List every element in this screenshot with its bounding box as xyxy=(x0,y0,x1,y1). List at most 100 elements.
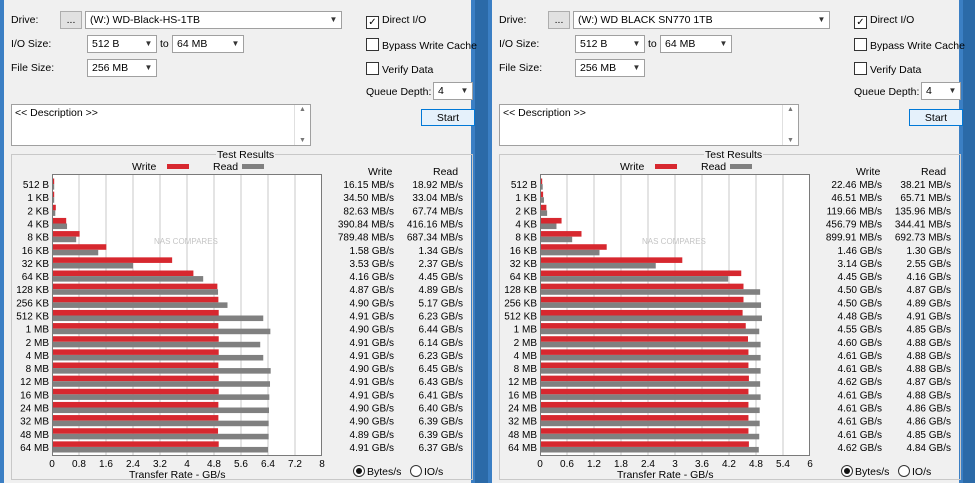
read-bar xyxy=(53,341,261,348)
y-category-label: 256 KB xyxy=(504,298,537,309)
queue-depth-select[interactable]: 4 ▼ xyxy=(433,82,473,100)
read-value-label: 687.34 MB/s xyxy=(407,233,463,244)
scroll-up-icon: ▲ xyxy=(787,106,794,113)
write-value-label: 4.89 GB/s xyxy=(350,430,394,441)
io-size-max-select[interactable]: 64 MB ▼ xyxy=(660,35,732,53)
io-size-min-select[interactable]: 512 B ▼ xyxy=(87,35,157,53)
scrollbar[interactable]: ▲ ▼ xyxy=(294,105,310,145)
y-category-label: 2 KB xyxy=(27,206,49,217)
check-icon: ✓ xyxy=(854,16,867,29)
description-text: << Description >> xyxy=(15,107,98,119)
drive-select[interactable]: (W:) WD-Black-HS-1TB ▼ xyxy=(85,11,342,29)
direct-io-checkbox[interactable]: ✓ Direct I/O xyxy=(366,14,426,29)
description-textarea[interactable]: << Description >> ▲ ▼ xyxy=(11,104,311,146)
y-category-label: 8 MB xyxy=(514,364,538,375)
browse-button[interactable]: ... xyxy=(548,11,570,29)
write-column-header: Write xyxy=(368,166,393,178)
read-value-label: 18.92 MB/s xyxy=(412,180,463,191)
to-label: to xyxy=(648,38,657,50)
write-value-label: 4.62 GB/s xyxy=(838,377,882,388)
drive-select[interactable]: (W:) WD BLACK SN770 1TB ▼ xyxy=(573,11,830,29)
read-bar xyxy=(53,446,268,453)
write-bar xyxy=(53,270,194,277)
read-value-label: 33.04 MB/s xyxy=(412,193,463,204)
write-value-label: 4.50 GB/s xyxy=(838,298,882,309)
file-size-label: File Size: xyxy=(499,62,543,74)
io-size-max-select[interactable]: 64 MB ▼ xyxy=(172,35,244,53)
file-size-value: 256 MB xyxy=(580,62,617,74)
bypass-write-cache-checkbox[interactable]: Bypass Write Cache xyxy=(854,38,965,53)
queue-depth-select[interactable]: 4 ▼ xyxy=(921,82,961,100)
read-bar xyxy=(541,341,761,348)
chevron-down-icon: ▼ xyxy=(817,15,826,24)
write-bar xyxy=(541,244,607,250)
y-category-label: 2 KB xyxy=(515,206,537,217)
x-axis-title: Transfer Rate - GB/s xyxy=(617,469,714,481)
start-button[interactable]: Start xyxy=(909,109,963,126)
read-bar xyxy=(53,315,264,322)
write-value-label: 4.90 GB/s xyxy=(350,417,394,428)
start-button[interactable]: Start xyxy=(421,109,475,126)
y-category-label: 64 KB xyxy=(510,272,538,283)
io-size-label: I/O Size: xyxy=(499,38,540,50)
legend-read-label: Read xyxy=(213,161,239,173)
y-category-label: 12 MB xyxy=(20,377,49,388)
write-value-label: 4.91 GB/s xyxy=(350,390,394,401)
write-bar xyxy=(541,191,544,198)
io-size-min-select[interactable]: 512 B ▼ xyxy=(575,35,645,53)
read-bar xyxy=(53,197,55,203)
description-textarea[interactable]: << Description >> ▲ ▼ xyxy=(499,104,799,146)
read-value-label: 4.88 GB/s xyxy=(907,390,951,401)
y-category-label: 24 MB xyxy=(20,404,49,415)
io-per-second-radio[interactable]: IO/s xyxy=(410,465,443,478)
benchmark-panel-left: Drive: ... (W:) WD-Black-HS-1TB ▼ I/O Si… xyxy=(0,0,477,483)
x-tick-label: 2.4 xyxy=(126,459,140,470)
write-value-label: 4.61 GB/s xyxy=(838,430,882,441)
read-value-label: 6.37 GB/s xyxy=(419,443,463,454)
read-bar xyxy=(53,328,271,335)
write-value-label: 4.50 GB/s xyxy=(838,285,882,296)
checkbox-icon xyxy=(854,62,867,75)
write-value-label: 4.90 GB/s xyxy=(350,404,394,415)
read-value-label: 4.86 GB/s xyxy=(907,404,951,415)
write-bar xyxy=(541,388,749,395)
bytes-per-second-radio[interactable]: Bytes/s xyxy=(353,465,401,478)
verify-data-checkbox[interactable]: Verify Data xyxy=(854,62,921,77)
read-bar xyxy=(53,302,228,308)
write-value-label: 4.91 GB/s xyxy=(350,312,394,323)
write-value-label: 789.48 MB/s xyxy=(338,233,394,244)
legend-write-label: Write xyxy=(132,161,157,173)
read-bar xyxy=(541,420,760,427)
x-tick-label: 2.4 xyxy=(641,459,655,470)
legend-read-label: Read xyxy=(701,161,727,173)
y-category-label: 2 MB xyxy=(26,338,50,349)
read-bar xyxy=(53,184,55,190)
y-category-label: 512 KB xyxy=(504,312,537,323)
read-bar xyxy=(541,315,762,322)
write-value-label: 390.84 MB/s xyxy=(338,220,394,231)
verify-data-checkbox[interactable]: Verify Data xyxy=(366,62,433,77)
io-per-second-label: IO/s xyxy=(912,466,932,478)
read-bar xyxy=(53,407,269,414)
read-value-label: 344.41 MB/s xyxy=(895,220,951,231)
file-size-select[interactable]: 256 MB ▼ xyxy=(87,59,157,77)
read-bar xyxy=(541,197,544,203)
bypass-write-cache-checkbox[interactable]: Bypass Write Cache xyxy=(366,38,477,53)
read-value-label: 4.85 GB/s xyxy=(907,325,951,336)
browse-button[interactable]: ... xyxy=(60,11,82,29)
y-category-label: 16 KB xyxy=(22,246,50,257)
write-value-label: 4.91 GB/s xyxy=(350,351,394,362)
direct-io-checkbox[interactable]: ✓ Direct I/O xyxy=(854,14,914,29)
description-text: << Description >> xyxy=(503,107,586,119)
test-results-title: Test Results xyxy=(216,149,276,161)
bytes-per-second-radio[interactable]: Bytes/s xyxy=(841,465,889,478)
scrollbar[interactable]: ▲ ▼ xyxy=(782,105,798,145)
file-size-select[interactable]: 256 MB ▼ xyxy=(575,59,645,77)
y-category-label: 512 B xyxy=(23,180,49,191)
read-value-label: 38.21 MB/s xyxy=(900,180,951,191)
to-label: to xyxy=(160,38,169,50)
read-bar xyxy=(541,184,543,190)
y-category-label: 64 KB xyxy=(22,272,50,283)
io-per-second-radio[interactable]: IO/s xyxy=(898,465,931,478)
y-category-label: 24 MB xyxy=(508,404,537,415)
